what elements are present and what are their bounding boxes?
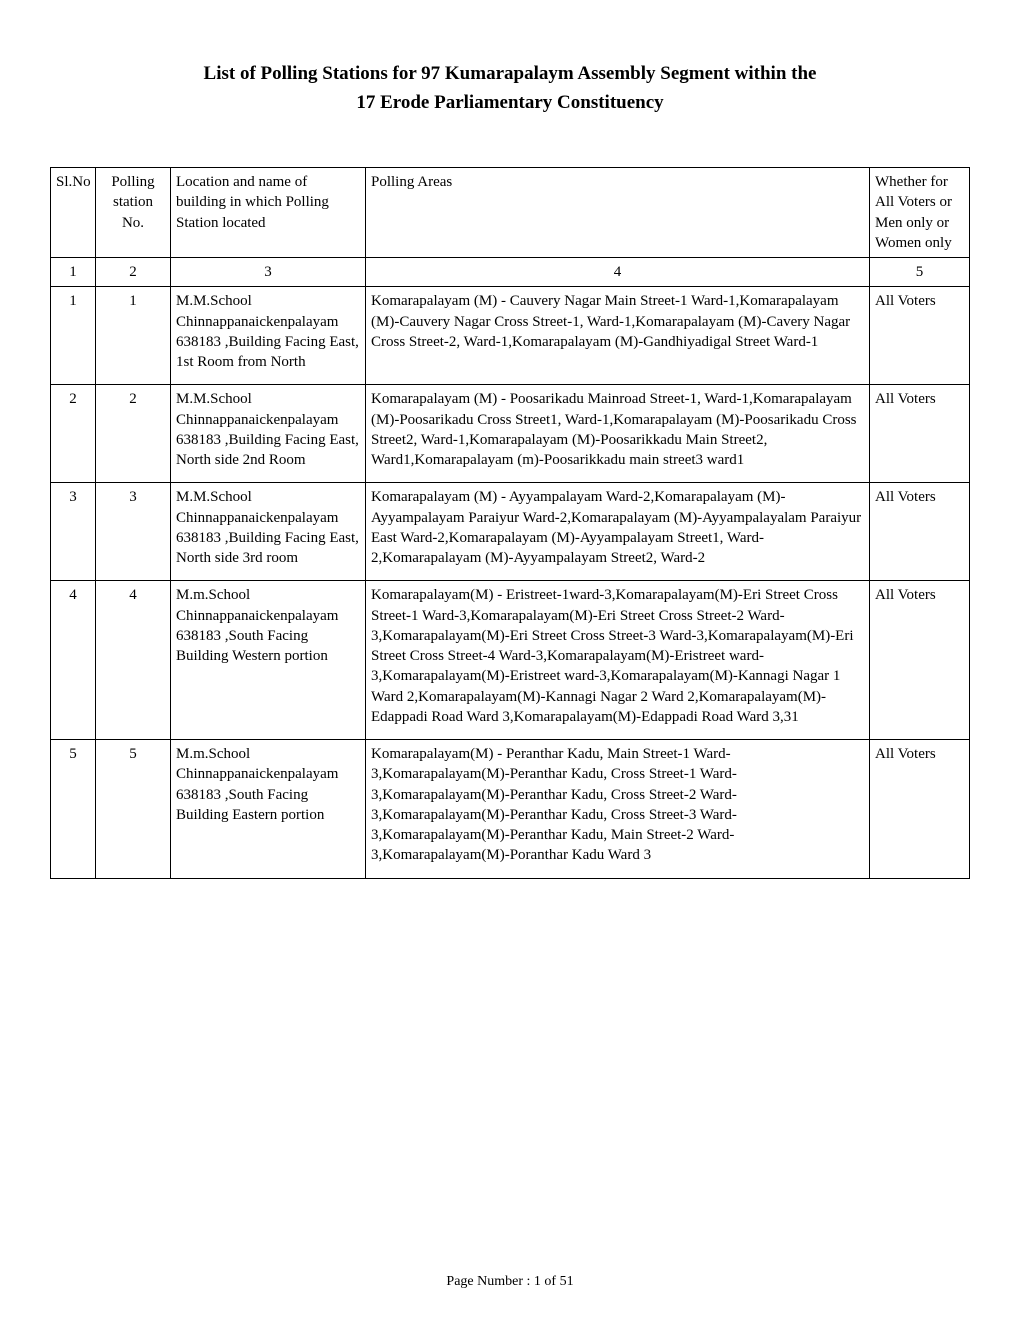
cell-voters: All Voters xyxy=(870,483,970,581)
cell-slno: 5 xyxy=(51,740,96,879)
cell-voters: All Voters xyxy=(870,740,970,879)
cell-station: 4 xyxy=(96,581,171,740)
colnum-3: 3 xyxy=(171,258,366,287)
title-line-1: List of Polling Stations for 97 Kumarapa… xyxy=(50,60,970,89)
page-number: Page Number : 1 of 51 xyxy=(0,1274,1020,1290)
cell-slno: 2 xyxy=(51,385,96,483)
colnum-5: 5 xyxy=(870,258,970,287)
colnum-1: 1 xyxy=(51,258,96,287)
cell-station: 3 xyxy=(96,483,171,581)
table-row: 1 1 M.M.School Chinnappanaickenpalayam 6… xyxy=(51,287,970,385)
table-number-row: 1 2 3 4 5 xyxy=(51,258,970,287)
cell-voters: All Voters xyxy=(870,287,970,385)
document-title: List of Polling Stations for 97 Kumarapa… xyxy=(50,60,970,117)
header-voters: Whether for All Voters or Men only or Wo… xyxy=(870,168,970,258)
cell-areas: Komarapalayam (M) - Poosarikadu Mainroad… xyxy=(366,385,870,483)
cell-voters: All Voters xyxy=(870,385,970,483)
table-row: 4 4 M.m.School Chinnappanaickenpalayam 6… xyxy=(51,581,970,740)
colnum-2: 2 xyxy=(96,258,171,287)
cell-location: M.M.School Chinnappanaickenpalayam 63818… xyxy=(171,385,366,483)
title-line-2: 17 Erode Parliamentary Constituency xyxy=(50,89,970,118)
polling-stations-table: Sl.No Polling station No. Location and n… xyxy=(50,167,970,879)
table-row: 2 2 M.M.School Chinnappanaickenpalayam 6… xyxy=(51,385,970,483)
table-row: 3 3 M.M.School Chinnappanaickenpalayam 6… xyxy=(51,483,970,581)
table-header-row: Sl.No Polling station No. Location and n… xyxy=(51,168,970,258)
cell-areas: Komarapalayam (M) - Ayyampalayam Ward-2,… xyxy=(366,483,870,581)
cell-voters: All Voters xyxy=(870,581,970,740)
cell-station: 2 xyxy=(96,385,171,483)
header-slno: Sl.No xyxy=(51,168,96,258)
header-areas: Polling Areas xyxy=(366,168,870,258)
cell-location: M.M.School Chinnappanaickenpalayam 63818… xyxy=(171,483,366,581)
cell-station: 5 xyxy=(96,740,171,879)
colnum-4: 4 xyxy=(366,258,870,287)
cell-slno: 1 xyxy=(51,287,96,385)
cell-location: M.m.School Chinnappanaickenpalayam 63818… xyxy=(171,740,366,879)
header-station-no: Polling station No. xyxy=(96,168,171,258)
cell-areas: Komarapalayam(M) - Eristreet-1ward-3,Kom… xyxy=(366,581,870,740)
cell-station: 1 xyxy=(96,287,171,385)
header-location: Location and name of building in which P… xyxy=(171,168,366,258)
table-row: 5 5 M.m.School Chinnappanaickenpalayam 6… xyxy=(51,740,970,879)
cell-location: M.m.School Chinnappanaickenpalayam 63818… xyxy=(171,581,366,740)
cell-areas: Komarapalayam(M) - Peranthar Kadu, Main … xyxy=(366,740,870,879)
cell-slno: 4 xyxy=(51,581,96,740)
cell-location: M.M.School Chinnappanaickenpalayam 63818… xyxy=(171,287,366,385)
cell-areas: Komarapalayam (M) - Cauvery Nagar Main S… xyxy=(366,287,870,385)
cell-slno: 3 xyxy=(51,483,96,581)
